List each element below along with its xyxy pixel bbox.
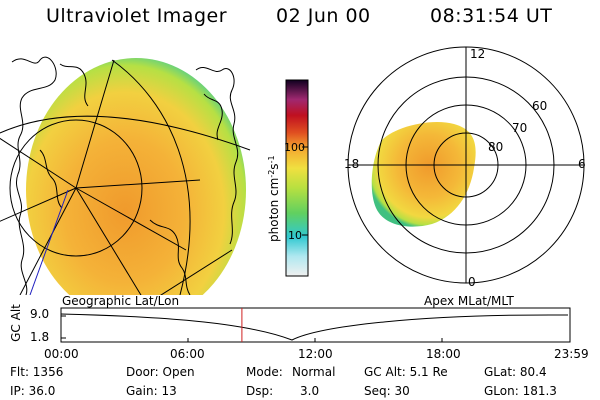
xtick-0000: 00:00 xyxy=(44,347,79,361)
terminator-line xyxy=(29,189,69,295)
geographic-image-panel xyxy=(0,56,251,295)
flight-number: Flt: 1356 xyxy=(10,365,64,379)
mlt-6-label: 6 xyxy=(578,157,586,171)
xtick-1800: 18:00 xyxy=(426,347,461,361)
door-status: Door: Open xyxy=(126,365,195,379)
geographic-projection-label: Geographic Lat/Lon xyxy=(62,294,180,308)
altitude-ytick-top: 9.0 xyxy=(30,307,50,321)
dsp-value: 3.0 xyxy=(300,384,320,398)
colorbar-tick-10: 10 xyxy=(288,229,302,242)
altitude-ylabel: GC Alt xyxy=(9,304,23,342)
dsp-label: Dsp: xyxy=(246,384,274,398)
gc-altitude: GC Alt: 5.1 Re xyxy=(364,365,448,379)
colorbar-unit-label: photon cm-2s-1 xyxy=(267,155,281,242)
apex-projection-label: Apex MLat/MLT xyxy=(424,294,514,308)
xtick-0600: 06:00 xyxy=(170,347,205,361)
ip-value: IP: 36.0 xyxy=(10,384,56,398)
xtick-2359: 23:59 xyxy=(554,347,589,361)
geo-aurora-image xyxy=(26,58,246,295)
mode-value: Normal xyxy=(292,365,336,379)
polar-plot: 12 18 6 0 60 70 80 xyxy=(344,46,586,289)
mlt-0-label: 0 xyxy=(468,275,476,289)
time-label: 08:31:54 UT xyxy=(430,5,553,27)
colorbar: photon cm-2s-1 xyxy=(267,79,309,277)
altitude-curve xyxy=(60,313,569,341)
geo-grid xyxy=(0,59,251,295)
altitude-plot xyxy=(60,307,571,343)
lat-60-label: 60 xyxy=(532,99,547,113)
polar-grid xyxy=(347,46,585,284)
colorbar-tick-100: 100 xyxy=(284,141,305,154)
svg-text:photon cm-2s-1: photon cm-2s-1 xyxy=(267,155,281,242)
date-label: 02 Jun 00 xyxy=(276,5,371,27)
altitude-xticks xyxy=(187,338,443,342)
geographic-longitude: GLon: 181.3 xyxy=(484,384,557,398)
lat-70-label: 70 xyxy=(512,121,527,135)
mlt-18-label: 18 xyxy=(344,157,359,171)
lat-80-label: 80 xyxy=(488,140,503,154)
colorbar-gradient xyxy=(285,79,309,277)
coastlines xyxy=(11,56,239,295)
polar-aurora-image xyxy=(371,121,476,227)
mlt-12-label: 12 xyxy=(470,47,485,61)
sequence-number: Seq: 30 xyxy=(364,384,410,398)
gain-value: Gain: 13 xyxy=(126,384,177,398)
altitude-ytick-bottom: 1.8 xyxy=(30,330,50,344)
mode-label: Mode: xyxy=(246,365,283,379)
app-title: Ultraviolet Imager xyxy=(46,5,228,27)
xtick-1200: 12:00 xyxy=(298,347,333,361)
geographic-latitude: GLat: 80.4 xyxy=(484,365,547,379)
